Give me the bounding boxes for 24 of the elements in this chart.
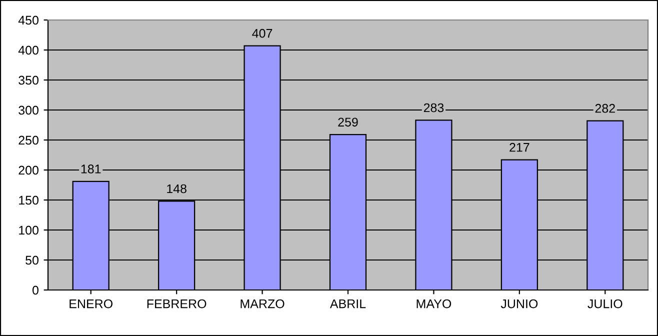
- x-tick-label: MARZO: [240, 299, 284, 308]
- y-tick-label: 350: [18, 76, 38, 85]
- y-tick-label: 250: [18, 136, 38, 145]
- data-label: 181: [81, 164, 101, 174]
- x-tick-label: JUNIO: [500, 299, 538, 308]
- x-tick-label: ABRIL: [330, 299, 366, 308]
- data-label: 283: [424, 103, 444, 112]
- data-label: 259: [338, 118, 358, 127]
- data-label: 282: [595, 104, 615, 113]
- y-tick-label: 300: [18, 106, 38, 115]
- y-tick-label: 0: [32, 286, 38, 295]
- y-tick-label: 100: [19, 226, 38, 235]
- data-label: 407: [252, 28, 272, 38]
- x-tick-label: JULIO: [588, 299, 622, 308]
- x-tick-label: MAYO: [416, 299, 452, 308]
- data-label: 148: [167, 184, 186, 194]
- x-tick-label: ENERO: [70, 299, 112, 308]
- data-label: 217: [510, 142, 530, 152]
- y-tick-label: 150: [19, 196, 38, 205]
- y-tick-label: 450: [18, 16, 38, 25]
- y-tick-label: 400: [18, 46, 38, 55]
- y-tick-label: 200: [18, 166, 38, 175]
- y-tick-label: 50: [26, 256, 38, 265]
- x-tick-label: FEBRERO: [147, 299, 206, 308]
